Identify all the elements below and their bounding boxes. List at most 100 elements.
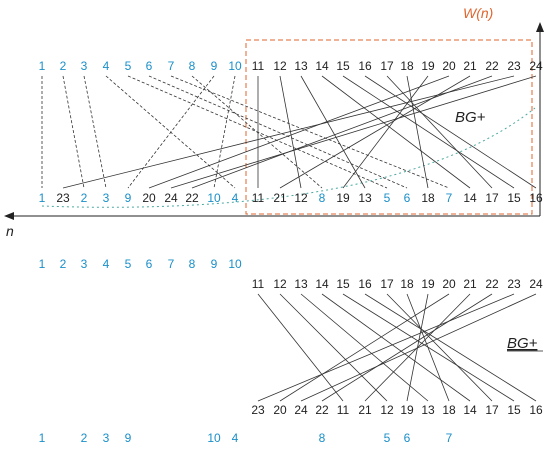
top-left-node-label: 7 — [168, 257, 175, 271]
top-node-label: 11 — [252, 59, 265, 73]
bottom-node-label: 3 — [103, 191, 110, 205]
edge-2 — [62, 75, 85, 189]
lower-node-label: 22 — [315, 403, 329, 417]
edge2-17 — [386, 293, 493, 402]
edge-17 — [386, 75, 493, 189]
edge-22 — [191, 75, 493, 189]
bottom-node-label: 23 — [56, 191, 70, 205]
top-node-label: 6 — [146, 59, 153, 73]
edge2-20 — [279, 293, 450, 402]
top-left-node-label: 8 — [189, 257, 196, 271]
lower-graph-label: BG+ — [507, 335, 538, 352]
lower-node-label: 13 — [421, 403, 435, 417]
upper-graph-label: BG+ — [455, 109, 486, 126]
edge-20 — [148, 75, 450, 189]
lower-node-label: 21 — [358, 403, 372, 417]
top-left-node-label: 2 — [60, 257, 67, 271]
bottom-blue-label: 9 — [125, 431, 132, 445]
lower-node-label: 23 — [251, 403, 265, 417]
edge-14 — [321, 75, 471, 189]
top-left-node-label: 9 — [211, 257, 218, 271]
top-right-node-label: 12 — [273, 277, 287, 291]
bottom-node-label: 19 — [336, 191, 350, 205]
lower-node-label: 24 — [294, 403, 308, 417]
bottom-blue-label: 2 — [81, 431, 88, 445]
bottom-blue-label: 4 — [232, 431, 239, 445]
edge-13 — [300, 75, 366, 189]
edge-19 — [342, 75, 429, 189]
top-node-label: 16 — [358, 59, 372, 73]
diagram2-lines — [257, 293, 537, 402]
bottom-node-label: 10 — [207, 191, 221, 205]
top-right-node-label: 18 — [400, 277, 414, 291]
top-node-label: 17 — [380, 59, 394, 73]
horizontal-axis-label: n — [6, 223, 14, 239]
bottom-node-label: 7 — [446, 191, 453, 205]
edge2-11 — [257, 293, 344, 402]
edge2-12 — [279, 293, 388, 402]
bottom-blue-label: 1 — [39, 431, 46, 445]
bottom-node-label: 16 — [529, 191, 543, 205]
bottom-node-label: 5 — [384, 191, 391, 205]
top-right-node-label: 22 — [485, 277, 499, 291]
edge2-24 — [300, 293, 537, 402]
bottom-node-label: 18 — [421, 191, 435, 205]
top-left-node-label: 1 — [39, 257, 46, 271]
bottom-node-label: 24 — [164, 191, 178, 205]
edge2-16 — [364, 293, 537, 402]
top-node-label: 19 — [421, 59, 435, 73]
edge-12 — [279, 75, 302, 189]
top-node-label: 9 — [211, 59, 218, 73]
top-left-node-label: 3 — [81, 257, 88, 271]
lower-node-label: 14 — [463, 403, 477, 417]
edge-8 — [191, 75, 323, 189]
top-node-label: 14 — [315, 59, 329, 73]
lower-node-label: 20 — [273, 403, 287, 417]
top-node-label: 3 — [81, 59, 88, 73]
edge2-22 — [321, 293, 493, 402]
bottom-blue-label: 7 — [446, 431, 453, 445]
top-node-label: 20 — [442, 59, 456, 73]
window-box — [245, 39, 533, 215]
top-node-label: 24 — [529, 59, 543, 73]
bottom-blue-label: 6 — [404, 431, 411, 445]
top-left-node-label: 10 — [228, 257, 242, 271]
top-right-node-label: 15 — [336, 277, 350, 291]
edge-18 — [406, 75, 429, 189]
bottom-node-label: 22 — [185, 191, 199, 205]
bottom-node-label: 1 — [39, 191, 46, 205]
top-right-node-label: 13 — [294, 277, 308, 291]
edge-3 — [83, 75, 107, 189]
top-node-label: 1 — [39, 59, 46, 73]
edge-9 — [127, 75, 215, 189]
edge2-21 — [364, 293, 471, 402]
top-right-node-label: 21 — [463, 277, 477, 291]
edge-21 — [279, 75, 471, 189]
top-left-node-label: 5 — [125, 257, 132, 271]
bottom-node-label: 6 — [404, 191, 411, 205]
bottom-node-label: 2 — [81, 191, 88, 205]
top-right-node-label: 14 — [315, 277, 329, 291]
axes: W(n) n — [4, 5, 544, 239]
vertical-axis-label: W(n) — [463, 5, 493, 21]
top-right-node-label: 19 — [421, 277, 435, 291]
bottom-node-label: 13 — [358, 191, 372, 205]
bottom-node-label: 9 — [125, 191, 132, 205]
edge-7 — [170, 75, 450, 189]
top-node-label: 2 — [60, 59, 67, 73]
top-node-label: 13 — [294, 59, 308, 73]
lower-node-label: 19 — [400, 403, 414, 417]
edge-16 — [364, 75, 537, 189]
edge2-18 — [406, 293, 450, 402]
bottom-node-label: 17 — [485, 191, 499, 205]
edge-10 — [213, 75, 236, 189]
top-right-node-label: 11 — [252, 277, 265, 291]
top-node-label: 5 — [125, 59, 132, 73]
top-right-node-label: 20 — [442, 277, 456, 291]
edge-23 — [62, 75, 515, 189]
bottom-node-label: 15 — [507, 191, 521, 205]
bottom-blue-label: 8 — [319, 431, 326, 445]
edge-24 — [170, 75, 537, 189]
top-node-label: 7 — [168, 59, 175, 73]
top-node-label: 10 — [228, 59, 242, 73]
